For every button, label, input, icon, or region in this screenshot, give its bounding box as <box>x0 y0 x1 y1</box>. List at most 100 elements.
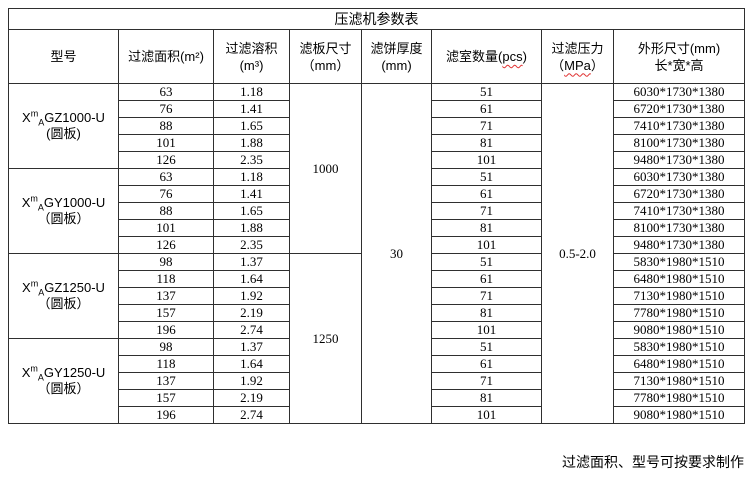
cell-plate-size: 1000 <box>289 83 362 254</box>
cell-pressure: 0.5-2.0 <box>541 83 614 424</box>
col-header-filter-area: 过滤面积(m²) <box>118 29 214 84</box>
cell-dimensions: 6720*1730*1380 <box>613 100 745 118</box>
cell-filter-area: 137 <box>118 372 214 390</box>
cell-filter-area: 98 <box>118 338 214 356</box>
table-row: 137 1.92 71 7130*1980*1510 <box>9 372 745 390</box>
cell-dimensions: 9080*1980*1510 <box>613 321 745 339</box>
cell-dimensions: 7410*1730*1380 <box>613 117 745 135</box>
cell-chamber-count: 101 <box>431 406 542 424</box>
cell-filter-volume: 1.65 <box>213 117 290 135</box>
table-row: 196 2.74 101 9080*1980*1510 <box>9 406 745 424</box>
cell-chamber-count: 81 <box>431 389 542 407</box>
cell-filter-area: 76 <box>118 185 214 203</box>
cell-filter-area: 157 <box>118 304 214 322</box>
cell-chamber-count: 101 <box>431 236 542 254</box>
cell-dimensions: 6030*1730*1380 <box>613 168 745 186</box>
cell-dimensions: 7130*1980*1510 <box>613 372 745 390</box>
cell-dimensions: 8100*1730*1380 <box>613 134 745 152</box>
cell-filter-area: 196 <box>118 406 214 424</box>
cell-chamber-count: 81 <box>431 134 542 152</box>
cell-chamber-count: 61 <box>431 185 542 203</box>
cell-chamber-count: 71 <box>431 202 542 220</box>
cell-dimensions: 6480*1980*1510 <box>613 270 745 288</box>
cell-filter-volume: 1.88 <box>213 219 290 237</box>
cell-dimensions: 9480*1730*1380 <box>613 236 745 254</box>
col-header-dimensions: 外形尺寸(mm) 长*宽*高 <box>613 29 745 84</box>
cell-filter-area: 157 <box>118 389 214 407</box>
cell-model: XmAGY1250-U （圆板） <box>8 338 119 424</box>
cell-filter-area: 63 <box>118 83 214 101</box>
table-row: 157 2.19 81 7780*1980*1510 <box>9 304 745 322</box>
cell-chamber-count: 81 <box>431 304 542 322</box>
cell-filter-area: 118 <box>118 355 214 373</box>
cell-filter-area: 196 <box>118 321 214 339</box>
table-title-row: 压滤机参数表 <box>8 8 745 30</box>
cell-chamber-count: 61 <box>431 355 542 373</box>
cell-chamber-count: 61 <box>431 270 542 288</box>
cell-chamber-count: 101 <box>431 151 542 169</box>
cell-dimensions: 5830*1980*1510 <box>613 338 745 356</box>
spellcheck-underline: MPa <box>564 57 591 73</box>
cell-chamber-count: 71 <box>431 117 542 135</box>
col-header-cake-thickness: 滤饼厚度 (mm) <box>361 29 432 84</box>
cell-filter-volume: 1.64 <box>213 355 290 373</box>
cell-filter-area: 63 <box>118 168 214 186</box>
cell-dimensions: 7410*1730*1380 <box>613 202 745 220</box>
cell-chamber-count: 51 <box>431 253 542 271</box>
cell-filter-volume: 1.65 <box>213 202 290 220</box>
cell-dimensions: 7780*1980*1510 <box>613 389 745 407</box>
model-plate-type: （圆板） <box>37 211 90 226</box>
col-header-filter-volume: 过滤溶积 (m³) <box>213 29 290 84</box>
cell-chamber-count: 81 <box>431 219 542 237</box>
table-row: 126 2.35 101 9480*1730*1380 <box>9 151 745 169</box>
col-header-chamber-count: 滤室数量(pcs) <box>431 29 542 84</box>
cell-filter-volume: 2.74 <box>213 321 290 339</box>
cell-chamber-count: 51 <box>431 338 542 356</box>
cell-chamber-count: 51 <box>431 168 542 186</box>
table-row: 157 2.19 81 7780*1980*1510 <box>9 389 745 407</box>
cell-dimensions: 7780*1980*1510 <box>613 304 745 322</box>
cell-filter-area: 101 <box>118 219 214 237</box>
table-row: XmAGZ1000-U (圆板) 63 1.18 1000 30 51 0.5-… <box>8 83 745 424</box>
cell-filter-volume: 1.41 <box>213 185 290 203</box>
table-row: 101 1.88 81 8100*1730*1380 <box>9 219 745 237</box>
cell-filter-volume: 2.74 <box>213 406 290 424</box>
cell-filter-volume: 2.35 <box>213 236 290 254</box>
cell-dimensions: 8100*1730*1380 <box>613 219 745 237</box>
model-plate-type: (圆板) <box>46 126 81 141</box>
col-header-pressure: 过滤压力 （MPa） <box>541 29 614 84</box>
cell-dimensions: 5830*1980*1510 <box>613 253 745 271</box>
cell-chamber-count: 71 <box>431 372 542 390</box>
parameters-table: 压滤机参数表 型号 过滤面积(m²) 过滤溶积 (m³) 滤板尺寸 （mm） 滤… <box>8 8 745 424</box>
cell-dimensions: 7130*1980*1510 <box>613 287 745 305</box>
cell-filter-area: 118 <box>118 270 214 288</box>
cell-dimensions: 6030*1730*1380 <box>613 83 745 101</box>
cell-filter-volume: 1.37 <box>213 338 290 356</box>
model-plate-type: （圆板） <box>37 381 90 396</box>
cell-dimensions: 6720*1730*1380 <box>613 185 745 203</box>
cell-filter-volume: 1.64 <box>213 270 290 288</box>
col-header-model: 型号 <box>8 29 119 84</box>
cell-chamber-count: 71 <box>431 287 542 305</box>
cell-dimensions: 9080*1980*1510 <box>613 406 745 424</box>
header-row: 型号 过滤面积(m²) 过滤溶积 (m³) 滤板尺寸 （mm） 滤饼厚度 (mm… <box>8 29 745 84</box>
cell-filter-volume: 2.19 <box>213 304 290 322</box>
cell-chamber-count: 51 <box>431 83 542 101</box>
cell-filter-volume: 1.37 <box>213 253 290 271</box>
cell-filter-volume: 1.92 <box>213 287 290 305</box>
footnote: 过滤面积、型号可按要求制作 <box>562 454 744 470</box>
cell-chamber-count: 101 <box>431 321 542 339</box>
table-row: 126 2.35 101 9480*1730*1380 <box>9 236 745 254</box>
cell-plate-size: 1250 <box>289 253 362 424</box>
table-row: 88 1.65 71 7410*1730*1380 <box>9 202 745 220</box>
cell-filter-area: 101 <box>118 134 214 152</box>
table-title: 压滤机参数表 <box>8 8 745 30</box>
cell-filter-area: 137 <box>118 287 214 305</box>
cell-dimensions: 9480*1730*1380 <box>613 151 745 169</box>
cell-filter-volume: 1.41 <box>213 100 290 118</box>
cell-filter-area: 88 <box>118 117 214 135</box>
cell-filter-area: 76 <box>118 100 214 118</box>
cell-filter-area: 126 <box>118 236 214 254</box>
cell-filter-area: 98 <box>118 253 214 271</box>
